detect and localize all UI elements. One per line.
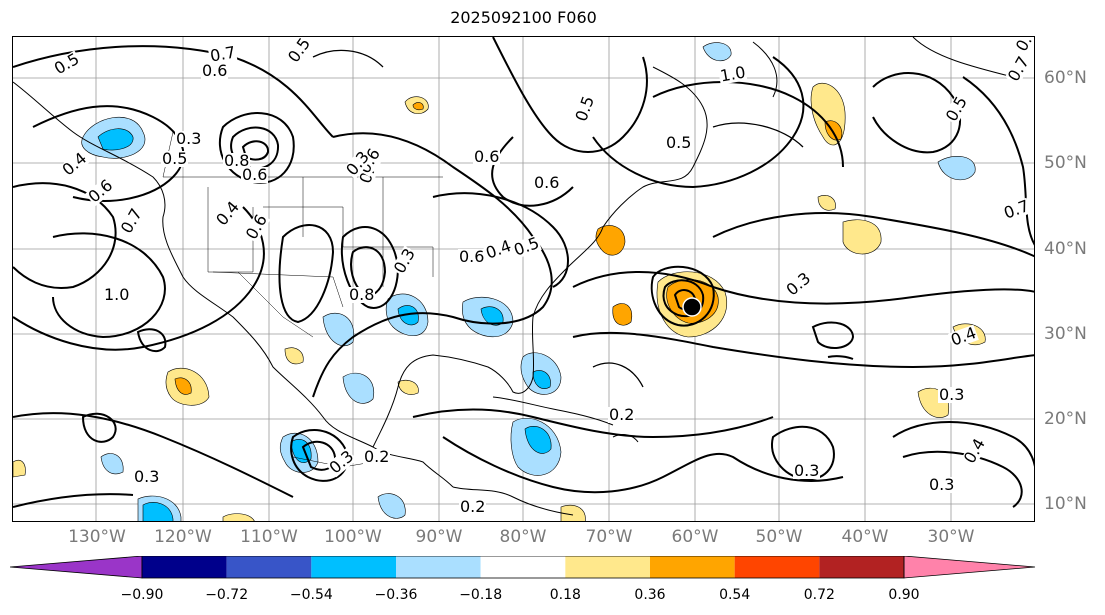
anomaly-blob (532, 370, 551, 389)
contour-label: 0.8 (348, 285, 376, 304)
lon-label-70w: 70°W (585, 527, 633, 547)
contour-label: 1.0 (103, 285, 131, 304)
lon-label-130w: 130°W (68, 527, 126, 547)
contour-label: 0.6 (473, 147, 501, 166)
anomaly-blob (842, 219, 882, 255)
anomaly-blob (100, 453, 124, 475)
contour-label: 0.2 (459, 497, 487, 516)
anomaly-blob (595, 225, 626, 256)
contour-label: 0.3 (175, 129, 203, 148)
anomaly-blob (377, 493, 406, 519)
contour-label: 0.6 (201, 61, 229, 80)
lat-label-30n: 30°N (1044, 324, 1087, 344)
lat-label-60n: 60°N (1044, 68, 1087, 88)
map-title: 2025092100 F060 (450, 8, 597, 27)
colorbar-segment (819, 556, 904, 578)
colorbar-segment (734, 556, 820, 578)
anomaly-blob (284, 347, 304, 365)
lon-label-90w: 90°W (415, 527, 463, 547)
colorbar-segment (650, 556, 735, 578)
contour-lines-thin (312, 49, 804, 388)
contour-label: 0.3 (928, 475, 956, 494)
contour-label: 0.8 (223, 151, 251, 170)
colorbar-segment (396, 556, 481, 578)
lon-label-60w: 60°W (671, 527, 719, 547)
anomaly-blob (222, 513, 255, 521)
anomaly-blob (397, 379, 419, 395)
colorbar-tick-label: 0.36 (634, 587, 666, 603)
anomaly-blob (480, 306, 504, 326)
lon-label-100w: 100°W (324, 527, 382, 547)
storm-center-marker (682, 297, 702, 317)
colorbar-segment (142, 556, 227, 578)
contour-label: 0.5 (665, 133, 693, 152)
lat-label-20n: 20°N (1044, 409, 1087, 429)
anomaly-blob (322, 312, 355, 347)
colorbar-segment (565, 556, 650, 578)
colorbar-tick-label: 0.72 (803, 587, 835, 603)
contour-label: 0.3 (793, 461, 821, 480)
colorbar-tick-label: 0.54 (719, 587, 751, 603)
lon-label-50w: 50°W (755, 527, 803, 547)
anomaly-blob (937, 155, 976, 181)
anomaly-blob (342, 372, 375, 404)
colorbar-outline (141, 556, 905, 579)
colorbar-tick-label: −0.36 (374, 587, 418, 603)
contour-label: 0.5 (161, 149, 189, 168)
anomaly-blob (612, 303, 633, 326)
anomaly-blob (560, 504, 586, 521)
colorbar-segment (480, 556, 566, 578)
anomaly-blob (142, 502, 174, 521)
map-frame: 0.70.60.50.50.50.40.60.30.80.60.50.60.40… (12, 36, 1035, 522)
lon-label-120w: 120°W (154, 527, 212, 547)
lat-label-40n: 40°N (1044, 239, 1087, 259)
colorbar-tick-label: 0.90 (888, 587, 920, 603)
contour-label: 0.6 (533, 173, 561, 192)
contour-lines (13, 37, 1034, 508)
lon-label-80w: 80°W (499, 527, 547, 547)
lon-label-40w: 40°W (841, 527, 889, 547)
lat-label-10n: 10°N (1044, 494, 1087, 514)
colorbar-tick-label: −0.72 (205, 587, 249, 603)
contour-label: 0.3 (133, 467, 161, 486)
map-canvas (13, 37, 1034, 521)
colorbar-tick-label: −0.18 (459, 587, 503, 603)
contour-label: 0.6 (241, 165, 269, 184)
lon-label-30w: 30°W (927, 527, 975, 547)
anomaly-blob (97, 128, 134, 151)
anomaly-blob (702, 42, 732, 62)
colorbar-segment (226, 556, 312, 578)
colorbar-tick-label: −0.90 (120, 587, 164, 603)
contour-label: 0.2 (363, 447, 391, 466)
anomaly-blob (817, 195, 836, 211)
lon-label-110w: 110°W (240, 527, 298, 547)
contour-label: 1.0 (718, 62, 748, 86)
anomaly-blob (397, 305, 419, 326)
lat-label-50n: 50°N (1044, 153, 1087, 173)
contour-label: 0.2 (608, 405, 636, 424)
anomaly-blob (412, 102, 424, 111)
anomaly-blob (524, 426, 552, 454)
colorbar-extend-low (10, 556, 143, 579)
colorbar-tick-label: 0.18 (549, 587, 581, 603)
colorbar-extend-high (903, 556, 1036, 579)
contour-label: 0.6 (458, 247, 486, 266)
anomaly-blob (13, 459, 26, 478)
contour-label: 0.3 (938, 385, 966, 404)
colorbar-segment (311, 556, 396, 578)
anomaly-blob (174, 377, 192, 395)
colorbar-tick-label: −0.54 (289, 587, 333, 603)
colorbar (10, 556, 1036, 579)
shaded-anomalies (13, 42, 986, 521)
